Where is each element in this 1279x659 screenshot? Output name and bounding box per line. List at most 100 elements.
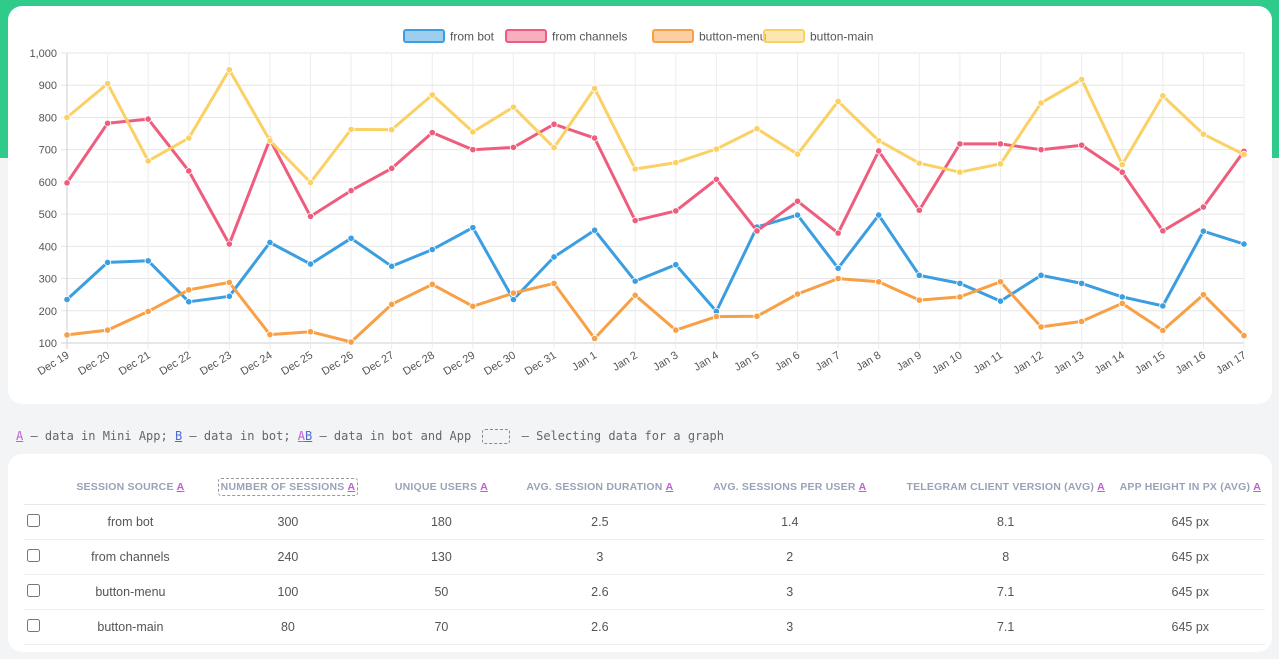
column-header-avg-sessions-per-user[interactable]: Avg. sessions per user A <box>683 470 896 505</box>
column-header-unique-users[interactable]: Unique users A <box>366 470 516 505</box>
data-point <box>915 271 923 279</box>
x-tick-label: Jan 17 <box>1214 349 1248 377</box>
column-header-telegram-client-version[interactable]: Telegram client version (avg) A <box>895 470 1116 505</box>
data-point <box>550 253 558 261</box>
data-point <box>875 147 883 155</box>
x-tick-label: Jan 11 <box>971 349 1005 376</box>
data-point <box>1199 203 1208 211</box>
data-point <box>834 97 842 105</box>
data-point <box>996 297 1005 305</box>
data-point <box>509 289 518 297</box>
key-desc-select: – Selecting data for a graph <box>514 429 724 443</box>
row-checkbox[interactable] <box>27 549 40 562</box>
x-tick-label: Dec 29 <box>442 349 478 378</box>
data-point <box>306 178 315 187</box>
data-point <box>591 334 599 343</box>
legend-swatch <box>763 29 805 43</box>
row-checkbox[interactable] <box>27 514 40 527</box>
row-checkbox[interactable] <box>27 584 40 597</box>
legend-label: button-menu <box>699 30 766 44</box>
data-point <box>347 338 355 346</box>
data-point <box>834 264 842 272</box>
row-checkbox[interactable] <box>27 619 40 632</box>
cell-avg-session-duration: 3 <box>515 539 684 575</box>
data-point <box>956 279 964 287</box>
series-line-button-main <box>66 68 1245 184</box>
cell-app-height: 645 px <box>1115 574 1265 610</box>
y-tick-label: 900 <box>39 80 57 92</box>
column-label: Unique users <box>394 481 478 493</box>
key-desc-ab: – data in bot and App <box>312 429 479 443</box>
cell-number-of-sessions: 240 <box>209 539 367 575</box>
column-header-app-height[interactable]: App height in px (avg) A <box>1115 470 1265 505</box>
data-point <box>266 331 274 339</box>
x-tick-label: Jan 2 <box>611 349 640 373</box>
cell-unique-users: 180 <box>366 504 516 540</box>
data-point <box>631 165 639 173</box>
data-point <box>225 292 233 300</box>
table-row: from bot 300 180 2.5 1.4 8.1 645 px <box>24 504 1265 540</box>
column-header-session-source[interactable]: Session source A <box>51 470 210 505</box>
y-tick-label: 500 <box>39 209 57 221</box>
cell-telegram-client-version: 7.1 <box>895 574 1116 610</box>
column-header-avg-session-duration[interactable]: Avg. session duration A <box>515 470 684 505</box>
data-point <box>672 261 680 269</box>
data-point <box>225 240 233 248</box>
data-point <box>266 137 274 145</box>
y-tick-label: 400 <box>39 241 57 253</box>
legend-label: from bot <box>450 30 495 44</box>
data-point <box>915 159 923 167</box>
data-point <box>1037 99 1045 107</box>
data-point <box>753 227 761 235</box>
data-point <box>388 300 396 308</box>
column-mark: A <box>858 481 867 493</box>
data-point <box>875 211 883 219</box>
x-tick-label: Jan 8 <box>854 349 883 373</box>
data-point <box>712 175 720 183</box>
x-tick-label: Jan 13 <box>1052 349 1086 377</box>
data-point <box>631 291 639 299</box>
key-mark-b: B <box>174 429 183 443</box>
data-point <box>712 145 720 153</box>
data-point <box>1159 227 1167 235</box>
data-point <box>1118 168 1126 176</box>
data-point <box>956 293 964 301</box>
data-point <box>1118 293 1126 301</box>
data-point <box>509 295 518 304</box>
data-point <box>712 312 720 321</box>
row-select-cell <box>24 539 52 575</box>
column-label: App height in px (avg) <box>1119 481 1251 493</box>
data-point <box>185 167 193 175</box>
cell-number-of-sessions: 100 <box>209 574 367 610</box>
column-label: Avg. sessions per user <box>713 481 856 493</box>
cell-app-height: 645 px <box>1115 539 1265 575</box>
column-mark: A <box>1253 481 1261 493</box>
key-desc-b: – data in bot; <box>182 429 298 443</box>
y-tick-label: 200 <box>39 306 57 318</box>
x-tick-label: Jan 12 <box>1011 349 1045 377</box>
data-point <box>428 280 436 288</box>
cell-avg-session-duration: 2.6 <box>515 609 684 645</box>
cell-avg-session-duration: 2.6 <box>515 574 684 610</box>
x-tick-label: Jan 5 <box>732 349 761 373</box>
cell-number-of-sessions: 80 <box>209 609 367 645</box>
data-point <box>388 262 396 270</box>
column-header-number-of-sessions[interactable]: Number of sessions A <box>209 470 367 505</box>
data-point <box>956 168 964 176</box>
cell-session-source: button-main <box>51 609 210 645</box>
cell-telegram-client-version: 7.1 <box>895 609 1116 645</box>
data-point <box>428 128 436 137</box>
cell-session-source: from bot <box>51 504 210 540</box>
data-point <box>63 295 71 304</box>
x-tick-label: Jan 15 <box>1133 349 1167 377</box>
selected-column-frame: Number of sessions A <box>217 478 359 496</box>
data-point <box>428 91 436 99</box>
data-point <box>672 207 680 215</box>
x-tick-label: Dec 19 <box>36 349 72 378</box>
cell-number-of-sessions: 300 <box>209 504 367 540</box>
data-point <box>834 229 842 237</box>
data-point <box>591 226 599 234</box>
key-desc-a: – data in Mini App; <box>23 429 175 443</box>
chart-card: 100 200 300 400 500 600 700 800 900 1,000 Dec 19 De… <box>8 6 1272 404</box>
series-line-from-channels <box>65 117 1246 246</box>
